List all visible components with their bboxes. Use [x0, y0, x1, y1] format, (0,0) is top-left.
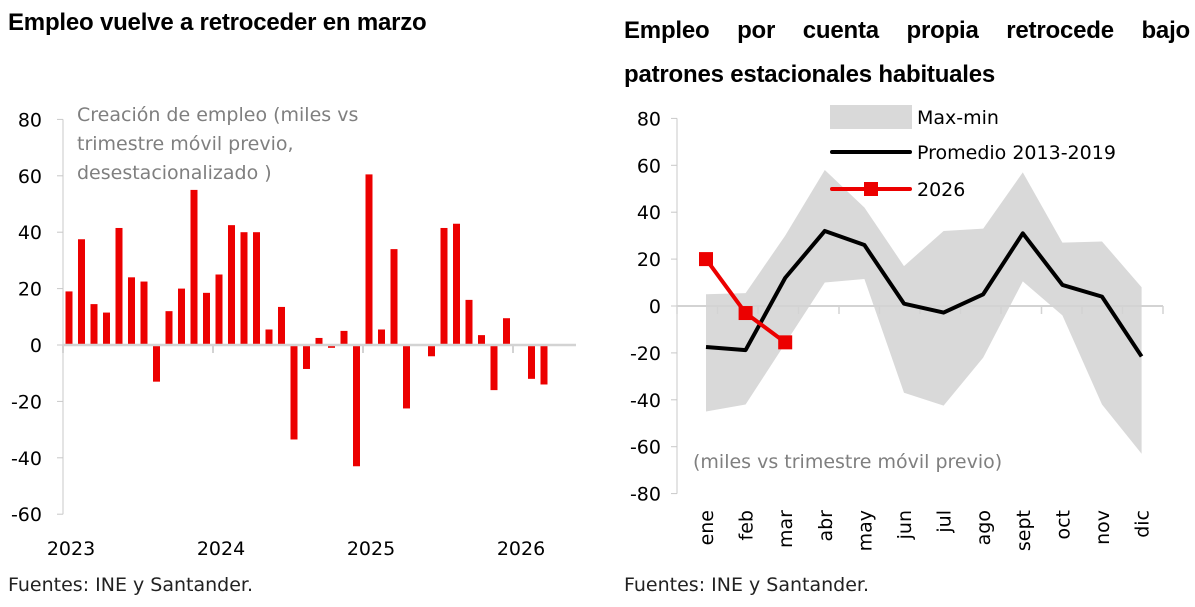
right-y-tick-label: 0	[649, 296, 661, 318]
bar-2025-03	[390, 249, 398, 345]
left-y-tick-label: -60	[11, 504, 42, 526]
right-line-chart: 80 60 40 20 0 -20 -40 -60 -80 ene feb mar abr may jun j…	[630, 105, 1164, 551]
left-annotation-line: Creación de empleo (miles vs	[77, 104, 358, 126]
right-x-tick-label-mar: mar	[775, 510, 797, 548]
marker-2026-mar	[778, 335, 793, 350]
bar-2025-12	[503, 318, 510, 345]
right-y-tick-label: -40	[630, 390, 661, 412]
bar-2023-06	[128, 277, 135, 345]
left-y-tick-label: 40	[18, 222, 42, 244]
bar-2023-07	[140, 281, 148, 345]
bar-2025-11	[490, 345, 498, 391]
right-y-tick-label: -80	[630, 484, 661, 506]
bar-2024-11	[340, 330, 348, 345]
bar-2025-07	[440, 227, 448, 345]
left-y-tick-label: 20	[18, 279, 42, 301]
bar-2025-02	[378, 329, 385, 345]
bar-2026-02	[528, 345, 535, 379]
left-y-tick-label: 80	[18, 109, 42, 131]
bar-2025-01	[365, 174, 373, 345]
right-chart-title: Empleo por cuenta propia retrocede bajo …	[624, 17, 1190, 88]
promedio-line	[705, 228, 1144, 358]
bar-2023-02	[78, 239, 85, 345]
right-x-tick-label-oct: oct	[1052, 510, 1074, 540]
left-x-tick-label: 2024	[197, 538, 245, 560]
right-y-tick-label: 60	[637, 155, 661, 177]
bar-2023-04	[103, 312, 110, 345]
bar-2024-04	[253, 232, 260, 345]
right-x-tick-label-nov: nov	[1092, 510, 1114, 545]
legend-label-promedio: Promedio 2013-2019	[917, 142, 1116, 164]
bar-2023-11	[190, 189, 198, 345]
marker-2026-ene	[699, 252, 713, 267]
bar-2025-09	[465, 299, 473, 345]
bar-2023-03	[90, 304, 98, 345]
bar-2024-10	[328, 345, 335, 348]
left-y-tick-label: 0	[30, 335, 42, 357]
bar-2023-09	[165, 311, 173, 345]
left-annotation-line: desestacionalizado )	[77, 162, 272, 184]
bar-2024-12	[353, 345, 360, 467]
bar-2025-10	[478, 335, 485, 345]
bar-2023-12	[203, 292, 210, 345]
left-y-tick-label: -40	[11, 448, 42, 470]
left-y-tick-label: 60	[18, 166, 42, 188]
bar-2026-03	[540, 345, 548, 385]
right-x-tick-label-may: may	[854, 510, 876, 551]
legend-swatch-2026-marker	[864, 182, 878, 196]
right-y-tick-label: -60	[630, 437, 661, 459]
bar-2023-10	[178, 288, 185, 345]
right-x-tick-label-jul: jul	[934, 510, 956, 534]
legend-swatch-max-min	[830, 105, 912, 129]
bar-2024-06	[278, 306, 285, 345]
bar-2023-01	[65, 291, 73, 345]
bar-2024-08	[303, 345, 310, 369]
bar-2024-09	[315, 337, 323, 345]
bar-2025-08	[453, 223, 460, 345]
bar-2024-02	[228, 225, 235, 345]
bar-2024-03	[240, 232, 248, 345]
right-x-tick-label-feb: feb	[736, 510, 758, 540]
max-min-band	[706, 169, 1142, 454]
legend-label-max-min: Max-min	[917, 107, 999, 129]
right-y-tick-label: 40	[637, 202, 661, 224]
bar-2024-01	[215, 274, 223, 345]
right-annotation: (miles vs trimestre móvil previo)	[693, 451, 1002, 473]
bar-2024-07	[290, 345, 298, 440]
right-source-note: Fuentes: INE y Santander.	[624, 574, 870, 596]
right-y-tick-label: 80	[637, 108, 661, 130]
right-y-tick-label: 20	[637, 249, 661, 271]
right-x-tick-label-abr: abr	[815, 510, 837, 542]
legend-label-2026: 2026	[917, 179, 965, 201]
left-annotation-line: trimestre móvil previo,	[77, 133, 294, 155]
left-x-tick-label: 2025	[347, 538, 395, 560]
right-x-tick-label-ago: ago	[973, 510, 995, 545]
bar-2023-08	[153, 345, 160, 382]
right-y-tick-label: -20	[630, 343, 661, 365]
right-x-tick-label-dic: dic	[1132, 510, 1154, 538]
left-x-tick-label: 2023	[47, 538, 95, 560]
left-source-note: Fuentes: INE y Santander.	[8, 574, 254, 596]
marker-2026-feb	[738, 306, 753, 321]
bar-2024-05	[265, 329, 273, 345]
left-y-tick-label: -20	[11, 391, 42, 413]
right-x-tick-label-jun: jun	[894, 510, 916, 540]
bar-2025-06	[428, 345, 435, 357]
left-chart-title: Empleo vuelve a retroceder en marzo	[8, 9, 427, 36]
right-x-tick-label-sept: sept	[1013, 510, 1035, 551]
left-x-tick-label: 2026	[497, 538, 545, 560]
right-x-tick-label-ene: ene	[696, 510, 718, 545]
bar-2025-04	[403, 345, 410, 409]
bar-2023-05	[115, 227, 123, 345]
